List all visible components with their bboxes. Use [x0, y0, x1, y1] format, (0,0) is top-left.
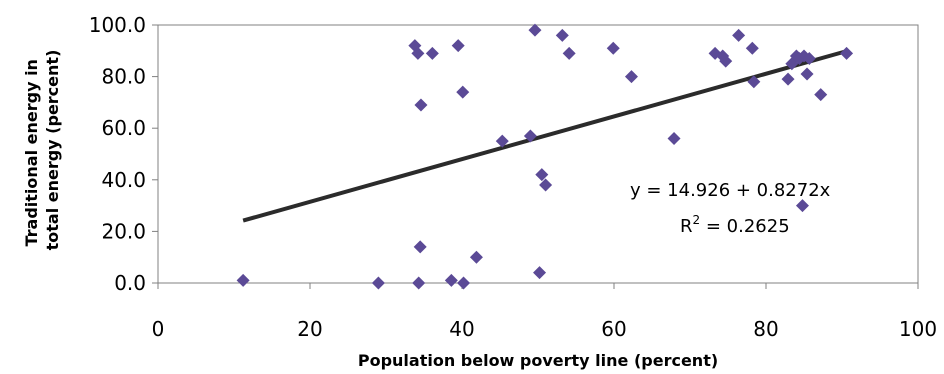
data-point — [747, 75, 761, 89]
data-point — [457, 276, 471, 290]
data-point — [606, 41, 620, 55]
data-point — [555, 28, 569, 42]
data-points — [236, 23, 854, 290]
x-tick-label: 100 — [899, 317, 937, 341]
data-point — [716, 49, 730, 63]
data-point — [539, 178, 553, 192]
y-tick-label: 60.0 — [101, 116, 146, 140]
data-point — [236, 273, 250, 287]
data-point — [533, 266, 547, 280]
y-axis-title: Traditional energy in total energy (perc… — [22, 50, 62, 251]
data-point — [781, 72, 795, 86]
data-point — [745, 41, 759, 55]
data-point — [795, 199, 809, 213]
x-axis-title: Population below poverty line (percent) — [358, 351, 718, 370]
data-point — [469, 250, 483, 264]
data-point — [624, 70, 638, 84]
data-point — [425, 46, 439, 60]
data-point — [414, 98, 428, 112]
data-point — [371, 276, 385, 290]
data-point — [667, 132, 681, 146]
data-point — [451, 39, 465, 53]
data-point — [444, 273, 458, 287]
data-point — [802, 52, 816, 66]
x-tick-label: 0 — [152, 317, 165, 341]
axis-ticks: 0.0 20.0 40.0 60.0 80.0 100.0 0 20 40 60 80 100 — [89, 13, 937, 341]
r-squared-label: R2 = 0.2625 — [680, 213, 790, 237]
data-point — [732, 28, 746, 42]
data-point — [456, 85, 470, 99]
data-point — [814, 88, 828, 102]
x-tick-label: 40 — [449, 317, 474, 341]
equation-label: y = 14.926 + 0.8272x — [630, 180, 831, 201]
data-point — [840, 46, 854, 60]
y-tick-label: 0.0 — [114, 271, 146, 295]
data-point — [495, 134, 509, 148]
trendline — [242, 49, 848, 223]
y-tick-label: 40.0 — [101, 168, 146, 192]
data-point — [800, 67, 814, 81]
y-tick-label: 20.0 — [101, 219, 146, 243]
data-point — [413, 240, 427, 254]
x-tick-label: 60 — [601, 317, 626, 341]
data-point — [523, 129, 537, 143]
trendline-group — [242, 49, 848, 223]
data-point — [535, 168, 549, 182]
y-tick-label: 80.0 — [101, 65, 146, 89]
data-point — [411, 46, 425, 60]
data-point — [412, 276, 426, 290]
x-tick-label: 20 — [297, 317, 322, 341]
data-point — [528, 23, 542, 37]
y-tick-label: 100.0 — [89, 13, 146, 37]
data-point — [562, 46, 576, 60]
x-tick-label: 80 — [753, 317, 778, 341]
